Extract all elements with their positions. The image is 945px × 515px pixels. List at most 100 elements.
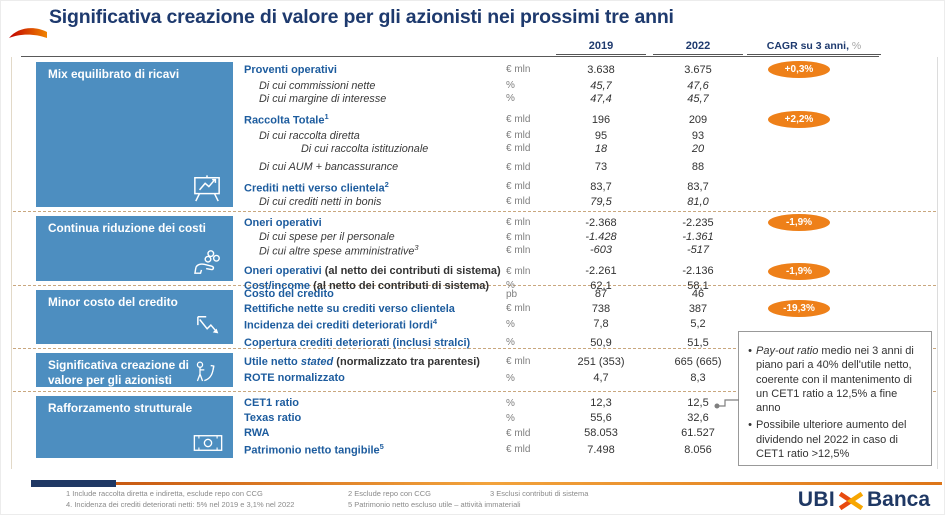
value-2022: 32,6 bbox=[687, 412, 709, 425]
row-unit: % bbox=[506, 412, 515, 424]
row-label: CET1 ratio bbox=[244, 397, 300, 410]
note-bullet: • Possibile ulteriore aumento del divide… bbox=[744, 418, 924, 461]
row-unit: € mln bbox=[506, 303, 531, 314]
row-unit: € mln bbox=[506, 356, 531, 368]
value-2022: 5,2 bbox=[690, 318, 706, 331]
row-label: Patrimonio netto tangibile5 bbox=[244, 442, 384, 457]
section-category-label: Mix equilibrato di ricavi bbox=[48, 67, 180, 81]
section-category-label: Rafforzamento strutturale bbox=[48, 401, 193, 415]
table-row: Di cui margine di interesse% 47,4 45,7 bbox=[244, 93, 936, 105]
column-header-2022: 2022 bbox=[653, 40, 743, 55]
cagr-cell: -1,9% bbox=[749, 214, 849, 231]
value-2022: 12,5 bbox=[687, 397, 709, 410]
row-label: Di cui raccolta diretta bbox=[259, 129, 360, 142]
footnote-1: 1 Include raccolta diretta e indiretta, … bbox=[66, 489, 263, 498]
row-unit: € mld bbox=[506, 181, 531, 193]
value-2019: 196 bbox=[591, 113, 611, 126]
page-title: Significativa creazione di valore per gl… bbox=[49, 6, 674, 28]
table-row: RWA € mld 58.053 61.527 bbox=[244, 427, 936, 439]
footnote-5: 5 Patrimonio netto escluso utile – attiv… bbox=[348, 500, 521, 509]
table-row: Di cui AUM + bancassurance € mld 73 88 bbox=[244, 161, 936, 173]
value-2019: 4,7 bbox=[593, 372, 609, 385]
value-2022: 61.527 bbox=[681, 427, 715, 440]
footer-navy-bar bbox=[31, 480, 116, 487]
footnote-4: 4. Incidenza dei crediti deteriorati net… bbox=[66, 500, 295, 509]
value-2019: 83,7 bbox=[590, 180, 612, 193]
note-text: Possibile ulteriore aumento del dividend… bbox=[756, 419, 907, 461]
value-2022: 387 bbox=[688, 302, 708, 315]
section-1: Mix equilibrato di ricavi Proventi operat… bbox=[13, 58, 936, 212]
row-label: Proventi operativi bbox=[244, 63, 337, 76]
value-2019: -603 bbox=[589, 244, 613, 257]
row-unit: pb bbox=[506, 288, 518, 300]
downtrend-icon bbox=[194, 313, 224, 339]
value-2019: 55,6 bbox=[590, 412, 612, 425]
value-2019: 45,7 bbox=[590, 79, 612, 92]
table-row: Oneri operativi € mln -2.368 -2.235 -1,9% bbox=[244, 214, 936, 231]
value-2022: 665 (665) bbox=[674, 355, 722, 368]
row-unit: € mld bbox=[506, 143, 531, 155]
value-2019: -1.428 bbox=[585, 231, 617, 243]
value-2022: 8,3 bbox=[690, 372, 706, 385]
row-label: Raccolta Totale1 bbox=[244, 112, 329, 128]
row-unit: € mld bbox=[506, 161, 531, 173]
cagr-cell: -1,9% bbox=[749, 262, 849, 280]
row-label: Crediti netti verso clientela2 bbox=[244, 179, 389, 195]
table-row: Proventi operativi € mln 3.638 3.675 +0,3% bbox=[244, 61, 936, 79]
person-uptrend-icon bbox=[193, 360, 219, 384]
value-2019: 18 bbox=[594, 142, 608, 155]
row-unit: % bbox=[506, 318, 515, 330]
table-row: Di cui commissioni nette% 45,7 47,6 bbox=[244, 80, 936, 92]
value-2019: 47,4 bbox=[590, 92, 612, 105]
cagr-badge: -19,3% bbox=[768, 300, 830, 317]
value-2019: 58.053 bbox=[584, 427, 618, 440]
value-2022: 209 bbox=[688, 113, 708, 126]
table-row: Cost/income (al netto dei contributi di … bbox=[244, 280, 936, 292]
row-unit: € mln bbox=[506, 244, 531, 256]
table-row: Di cui spese per il personale € mln -1.428… bbox=[244, 231, 936, 243]
note-box: • Pay-out ratio medio nei 3 anni di pian… bbox=[738, 331, 932, 466]
row-unit: % bbox=[506, 280, 515, 292]
row-unit: % bbox=[506, 93, 515, 105]
row-unit: % bbox=[506, 337, 515, 349]
value-2022: -517 bbox=[686, 244, 710, 257]
section-category-label: Significativa creazione di valore per gl… bbox=[48, 358, 189, 387]
table-row: Incidenza dei crediti deteriorati lordi4… bbox=[244, 317, 936, 332]
column-header-2019: 2019 bbox=[556, 40, 646, 55]
column-header-cagr: CAGR su 3 anni, % bbox=[747, 40, 881, 55]
easel-chart-icon bbox=[190, 174, 224, 202]
value-2022: 81,0 bbox=[687, 195, 709, 208]
coins-hand-icon bbox=[192, 248, 224, 276]
row-unit: € mln bbox=[506, 64, 531, 76]
section-category-box: Significativa creazione di valore per gl… bbox=[36, 353, 233, 387]
section-5: Rafforzamento strutturale CET1 ratio% 12,3… bbox=[13, 392, 936, 462]
table-row: Rettifiche nette su crediti verso client… bbox=[244, 300, 936, 317]
section-category-box: Mix equilibrato di ricavi bbox=[36, 62, 233, 207]
row-unit: € mld bbox=[506, 196, 531, 208]
value-2022: 20 bbox=[691, 142, 705, 155]
value-2019: 7.498 bbox=[587, 443, 615, 456]
section-category-label: Minor costo del credito bbox=[48, 295, 178, 309]
row-label: Oneri operativi (al netto dei contributi… bbox=[244, 265, 501, 278]
footnote-2: 2 Esclude repo con CCG bbox=[348, 489, 431, 498]
row-unit: € mld bbox=[506, 114, 531, 126]
table-row: ROTE normalizzato% 4,7 8,3 bbox=[244, 372, 936, 384]
row-unit: € mln bbox=[506, 265, 531, 277]
table-row: Texas ratio% 55,6 32,6 bbox=[244, 412, 936, 424]
metrics-table: Mix equilibrato di ricavi Proventi operat… bbox=[13, 58, 936, 462]
value-2019: 95 bbox=[594, 129, 608, 142]
table-row: Raccolta Totale1 € mld 196 209 +2,2% bbox=[244, 111, 936, 129]
table-row: Di cui crediti netti in bonis € mld 79,5 81… bbox=[244, 196, 936, 208]
value-2022: 45,7 bbox=[687, 92, 709, 105]
note-text: Pay-out ratio medio nei 3 anni di piano … bbox=[756, 345, 914, 415]
section-category-box: Minor costo del credito bbox=[36, 290, 233, 344]
table-row: Crediti netti verso clientela2 € mld 83,7 8… bbox=[244, 180, 936, 195]
section-3: Minor costo del credito Costo del credito… bbox=[13, 286, 936, 349]
logo-ubi-text: UBI bbox=[797, 488, 835, 511]
section-4: Significativa creazione di valore per gl… bbox=[13, 349, 936, 392]
cagr-badge: -1,9% bbox=[768, 262, 830, 280]
value-2019: 73 bbox=[594, 161, 608, 174]
row-unit: € mld bbox=[506, 427, 531, 439]
row-label: Oneri operativi bbox=[244, 216, 322, 229]
